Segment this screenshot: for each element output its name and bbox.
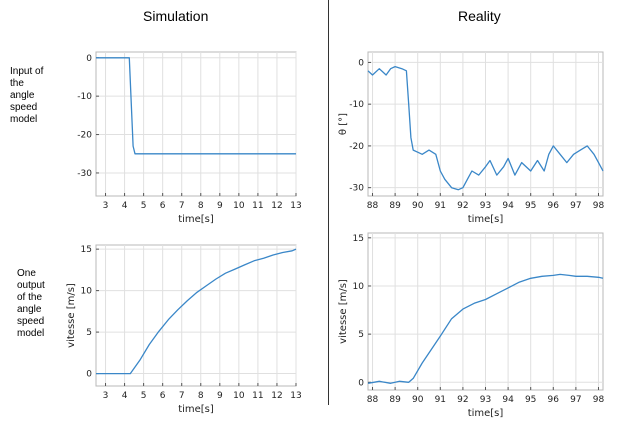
real-input-x-tick-label: 93 xyxy=(480,201,491,211)
real-input-series-line xyxy=(367,65,604,191)
real-output-x-tick-label: 92 xyxy=(457,395,468,405)
sim-input-series-line xyxy=(96,57,296,155)
sim-input-plot-frame xyxy=(95,51,297,197)
real-input-y-axis-label: θ [°] xyxy=(338,113,349,135)
sim-output-x-tick-label: 3 xyxy=(103,391,109,401)
sim-input-x-tick-label: 6 xyxy=(160,201,166,211)
sim-output-x-tick-label: 6 xyxy=(160,391,166,401)
input-row-label-line: speed xyxy=(10,102,38,113)
output-row-label-line: One xyxy=(17,268,36,279)
sim-output-y-tick-label: 10 xyxy=(81,287,93,297)
sim-input-x-axis-label: time[s] xyxy=(178,214,214,225)
real-input-x-tick-label: 96 xyxy=(548,201,560,211)
real-input-y-tick-label: -20 xyxy=(349,142,364,152)
sim-output-plot-frame xyxy=(95,244,297,387)
output-row-label-line: model xyxy=(17,328,45,339)
sim-input-y-tick-label: 0 xyxy=(86,54,92,64)
sim-output-x-tick-label: 12 xyxy=(271,391,282,401)
real-output-x-tick-label: 97 xyxy=(570,395,581,405)
output-row-label: One output of the angle speed model xyxy=(17,268,75,340)
real-input-x-tick-label: 95 xyxy=(525,201,536,211)
sim-output-y-axis-label: vitesse [m/s] xyxy=(66,283,77,348)
sim-output-x-tick-label: 10 xyxy=(233,391,245,401)
real-input-y-tick-label: 0 xyxy=(358,58,364,68)
sim-input-y-tick-label: -20 xyxy=(77,131,92,141)
sim-input-x-tick-label: 4 xyxy=(122,201,128,211)
real-output-x-tick-label: 94 xyxy=(502,395,514,405)
sim-output-y-tick-label: 15 xyxy=(81,245,92,255)
real-input-y-tick-label: -30 xyxy=(349,184,364,194)
simulation-header: Simulation xyxy=(143,8,209,24)
input-row-label-line: angle xyxy=(10,90,35,101)
real-output-x-tick-label: 90 xyxy=(412,395,424,405)
real-output-x-tick-label: 98 xyxy=(593,395,605,405)
real-output-x-tick-label: 93 xyxy=(480,395,491,405)
sim-output-x-tick-label: 4 xyxy=(122,391,128,401)
real-output-x-axis-label: time[s] xyxy=(468,408,504,419)
sim-input-y-tick-label: -30 xyxy=(77,169,92,179)
real-output-y-tick-label: 10 xyxy=(353,282,365,292)
sim-input-x-tick-label: 8 xyxy=(198,201,204,211)
real-output-series-line xyxy=(367,273,604,384)
sim-input-x-tick-label: 7 xyxy=(179,201,185,211)
real-input-x-tick-label: 92 xyxy=(457,201,468,211)
real-input-x-tick-label: 98 xyxy=(593,201,605,211)
real-input-x-tick-label: 91 xyxy=(435,201,446,211)
sim-output-y-tick-label: 5 xyxy=(86,328,92,338)
sim-input-x-tick-label: 10 xyxy=(233,201,245,211)
real-output-x-tick-label: 88 xyxy=(367,395,379,405)
input-row-label-line: Input of xyxy=(10,66,44,77)
sim-input-x-tick-label: 12 xyxy=(271,201,282,211)
real-output-x-tick-label: 96 xyxy=(548,395,560,405)
output-row-label-line: of the xyxy=(17,292,43,303)
sim-output-y-tick-label: 0 xyxy=(86,370,92,380)
input-row-label-line: model xyxy=(10,114,38,125)
column-divider xyxy=(328,0,329,405)
sim-input-x-tick-label: 3 xyxy=(103,201,109,211)
sim-output-x-tick-label: 11 xyxy=(252,391,263,401)
sim-output-x-axis-label: time[s] xyxy=(178,404,214,415)
real-input-x-tick-label: 97 xyxy=(570,201,581,211)
sim-input-x-tick-label: 5 xyxy=(141,201,147,211)
sim-output-x-tick-label: 8 xyxy=(198,391,204,401)
sim-output-series-line xyxy=(96,248,297,375)
real-output-x-tick-label: 89 xyxy=(389,395,401,405)
real-input-x-tick-label: 90 xyxy=(412,201,424,211)
output-row-label-line: angle xyxy=(17,304,42,315)
sim-input-x-tick-label: 13 xyxy=(290,201,301,211)
real-output-x-tick-label: 91 xyxy=(435,395,446,405)
real-input-x-tick-label: 89 xyxy=(389,201,401,211)
sim-input-x-tick-label: 11 xyxy=(252,201,263,211)
sim-input-x-tick-label: 9 xyxy=(217,201,223,211)
input-row-label: Input of the angle speed model xyxy=(10,66,68,126)
output-row-label-line: speed xyxy=(17,316,45,327)
real-output-y-tick-label: 5 xyxy=(358,330,364,340)
real-output-y-tick-label: 0 xyxy=(358,378,364,388)
real-input-x-tick-label: 94 xyxy=(502,201,514,211)
real-output-x-tick-label: 95 xyxy=(525,395,536,405)
real-input-y-tick-label: -10 xyxy=(349,100,364,110)
sim-output-x-tick-label: 7 xyxy=(179,391,185,401)
input-row-label-line: the xyxy=(10,78,24,89)
real-output-y-axis-label: vitesse [m/s] xyxy=(338,279,349,344)
real-input-x-tick-label: 88 xyxy=(367,201,379,211)
sim-input-y-tick-label: -10 xyxy=(77,92,92,102)
sim-output-x-tick-label: 5 xyxy=(141,391,147,401)
reality-header: Reality xyxy=(458,8,501,24)
sim-output-x-tick-label: 9 xyxy=(217,391,223,401)
real-output-y-tick-label: 15 xyxy=(353,234,364,244)
real-input-x-axis-label: time[s] xyxy=(468,214,504,225)
output-row-label-line: output xyxy=(17,280,45,291)
sim-output-x-tick-label: 13 xyxy=(290,391,301,401)
